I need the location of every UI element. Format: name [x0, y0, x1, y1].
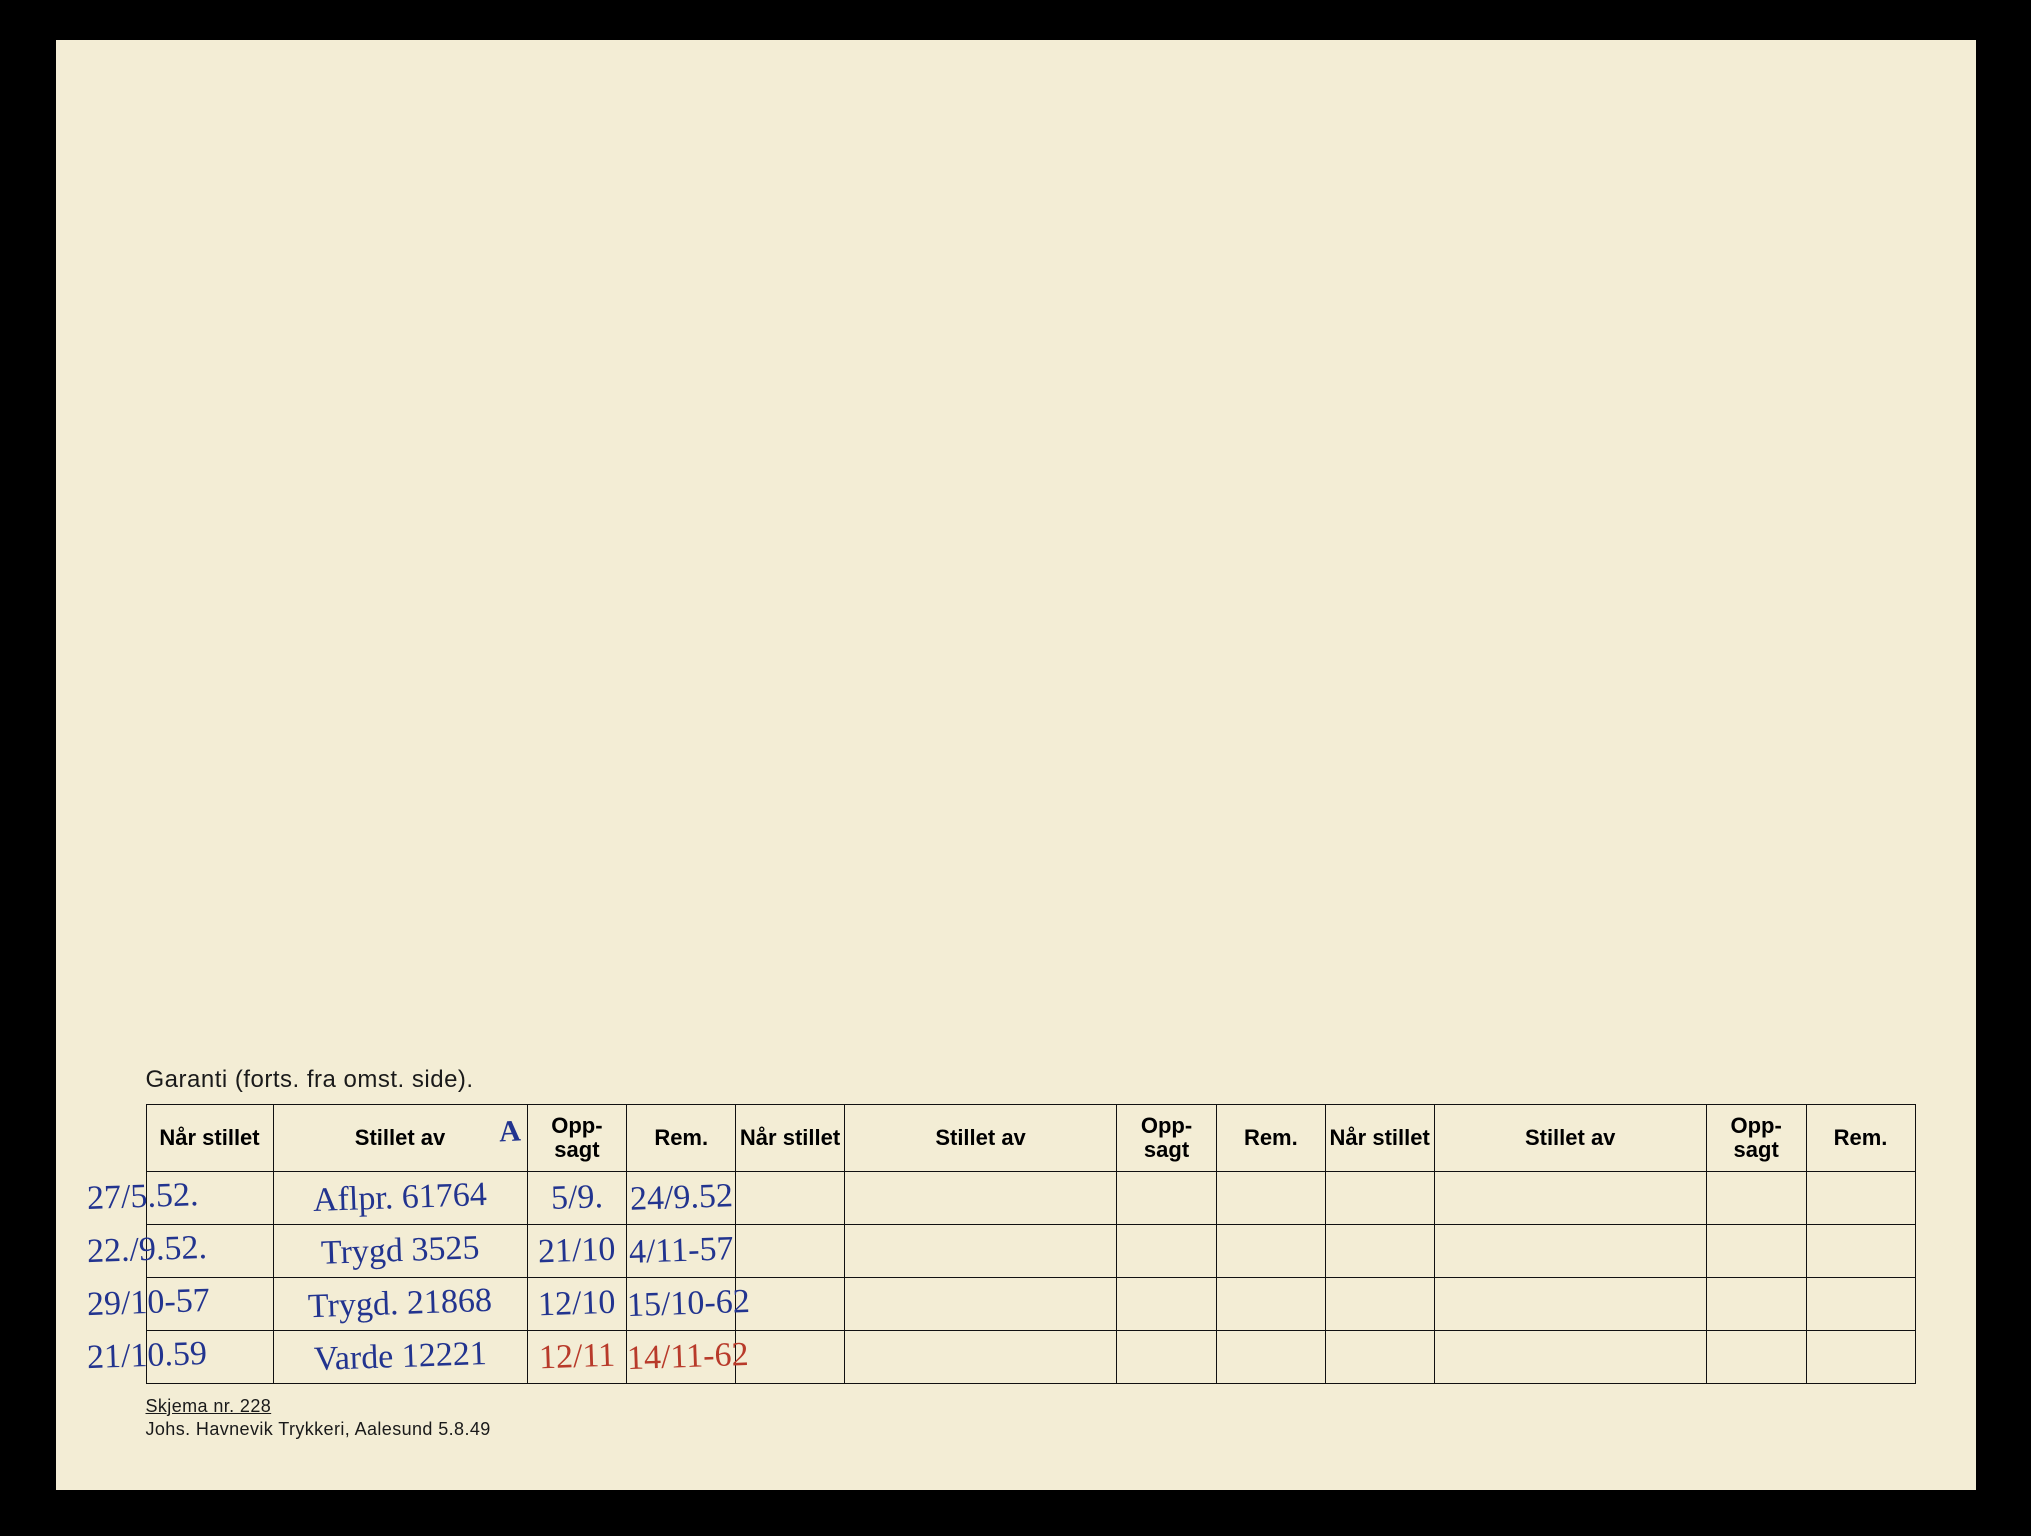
handwritten-entry: Trygd. 21868 — [307, 1282, 492, 1326]
cell-rem: 15/10-62 — [627, 1278, 736, 1331]
empty-cell — [1216, 1331, 1325, 1384]
empty-cell — [1806, 1225, 1915, 1278]
table-caption: Garanti (forts. fra omst. side). — [146, 1066, 1916, 1094]
cell-oppsagt: 12/11 — [527, 1331, 627, 1384]
handwritten-entry: 21/10.59 — [86, 1335, 207, 1377]
cell-nar-stillet: 22./9.52. — [146, 1225, 273, 1278]
cell-stillet-av: Trygd 3525 — [273, 1225, 527, 1278]
col-header: Rem. — [627, 1105, 736, 1172]
table-row: 21/10.59 Varde 12221 12/11 14/11-62 — [146, 1331, 1915, 1384]
form-content-area: Garanti (forts. fra omst. side). Når sti… — [146, 1066, 1916, 1440]
col-header: Stillet av — [1434, 1105, 1706, 1172]
handwritten-entry: 22./9.52. — [86, 1229, 207, 1271]
cell-stillet-av: Aflpr. 61764 — [273, 1172, 527, 1225]
handwritten-entry: 4/11-57 — [628, 1230, 734, 1272]
handwritten-entry: Varde 12221 — [313, 1335, 487, 1379]
empty-cell — [1706, 1172, 1806, 1225]
handwritten-entry: 24/9.52 — [629, 1177, 733, 1219]
empty-cell — [736, 1331, 845, 1384]
col-header: Når stillet — [146, 1105, 273, 1172]
empty-cell — [736, 1278, 845, 1331]
col-header: Stillet av A — [273, 1105, 527, 1172]
table-row: 29/10-57 Trygd. 21868 12/10 15/10-62 — [146, 1278, 1915, 1331]
empty-cell — [736, 1172, 845, 1225]
printer-imprint: Johs. Havnevik Trykkeri, Aalesund 5.8.49 — [146, 1419, 491, 1439]
form-footer: Skjema nr. 228 Johs. Havnevik Trykkeri, … — [146, 1396, 1916, 1440]
empty-cell — [1806, 1331, 1915, 1384]
empty-cell — [1706, 1278, 1806, 1331]
empty-cell — [1706, 1331, 1806, 1384]
empty-cell — [736, 1225, 845, 1278]
handwritten-entry: Aflpr. 61764 — [312, 1176, 487, 1220]
empty-cell — [1806, 1172, 1915, 1225]
cell-nar-stillet: 27/5.52. — [146, 1172, 273, 1225]
cell-rem: 4/11-57 — [627, 1225, 736, 1278]
handwritten-entry: 12/11 — [538, 1337, 615, 1378]
handwritten-entry: 21/10 — [538, 1231, 617, 1272]
empty-cell — [1434, 1225, 1706, 1278]
empty-cell — [1117, 1225, 1217, 1278]
empty-cell — [1434, 1331, 1706, 1384]
col-header: Når stillet — [736, 1105, 845, 1172]
empty-cell — [1325, 1172, 1434, 1225]
col-header: Rem. — [1216, 1105, 1325, 1172]
empty-cell — [1325, 1278, 1434, 1331]
empty-cell — [844, 1278, 1116, 1331]
empty-cell — [1117, 1331, 1217, 1384]
col-header: Når stillet — [1325, 1105, 1434, 1172]
handwritten-suffix: A — [498, 1114, 521, 1148]
empty-cell — [1216, 1225, 1325, 1278]
empty-cell — [1216, 1172, 1325, 1225]
header-row: Når stillet Stillet av A Opp-sagt Rem. N… — [146, 1105, 1915, 1172]
col-header: Opp-sagt — [1117, 1105, 1217, 1172]
table-row: 27/5.52. Aflpr. 61764 5/9. 24/9.52 — [146, 1172, 1915, 1225]
cell-oppsagt: 12/10 — [527, 1278, 627, 1331]
cell-stillet-av: Varde 12221 — [273, 1331, 527, 1384]
empty-cell — [1216, 1278, 1325, 1331]
handwritten-entry: 12/10 — [538, 1284, 617, 1325]
cell-rem: 24/9.52 — [627, 1172, 736, 1225]
empty-cell — [1325, 1331, 1434, 1384]
table-body: 27/5.52. Aflpr. 61764 5/9. 24/9.52 — [146, 1172, 1915, 1384]
col-header: Stillet av — [844, 1105, 1116, 1172]
cell-nar-stillet: 21/10.59 — [146, 1331, 273, 1384]
cell-rem: 14/11-62 — [627, 1331, 736, 1384]
handwritten-entry: 14/11-62 — [627, 1336, 750, 1378]
cell-nar-stillet: 29/10-57 — [146, 1278, 273, 1331]
empty-cell — [844, 1225, 1116, 1278]
empty-cell — [1434, 1278, 1706, 1331]
empty-cell — [1806, 1278, 1915, 1331]
handwritten-entry: 5/9. — [550, 1178, 603, 1218]
form-number: Skjema nr. 228 — [146, 1396, 272, 1417]
table-header: Når stillet Stillet av A Opp-sagt Rem. N… — [146, 1105, 1915, 1172]
col-header: Opp-sagt — [527, 1105, 627, 1172]
empty-cell — [844, 1331, 1116, 1384]
empty-cell — [1117, 1172, 1217, 1225]
empty-cell — [1325, 1225, 1434, 1278]
handwritten-entry: 29/10-57 — [86, 1282, 210, 1324]
empty-cell — [1706, 1225, 1806, 1278]
guarantee-table: Når stillet Stillet av A Opp-sagt Rem. N… — [146, 1104, 1916, 1384]
empty-cell — [1434, 1172, 1706, 1225]
col-header: Opp-sagt — [1706, 1105, 1806, 1172]
handwritten-entry: Trygd 3525 — [320, 1229, 480, 1273]
handwritten-entry: 27/5.52. — [86, 1176, 199, 1218]
empty-cell — [1117, 1278, 1217, 1331]
col-header-label: Stillet av — [355, 1125, 445, 1150]
cell-stillet-av: Trygd. 21868 — [273, 1278, 527, 1331]
cell-oppsagt: 5/9. — [527, 1172, 627, 1225]
handwritten-entry: 15/10-62 — [627, 1283, 751, 1325]
cell-oppsagt: 21/10 — [527, 1225, 627, 1278]
scanned-form-page: Garanti (forts. fra omst. side). Når sti… — [56, 40, 1976, 1490]
empty-cell — [844, 1172, 1116, 1225]
table-row: 22./9.52. Trygd 3525 21/10 4/11-57 — [146, 1225, 1915, 1278]
col-header: Rem. — [1806, 1105, 1915, 1172]
